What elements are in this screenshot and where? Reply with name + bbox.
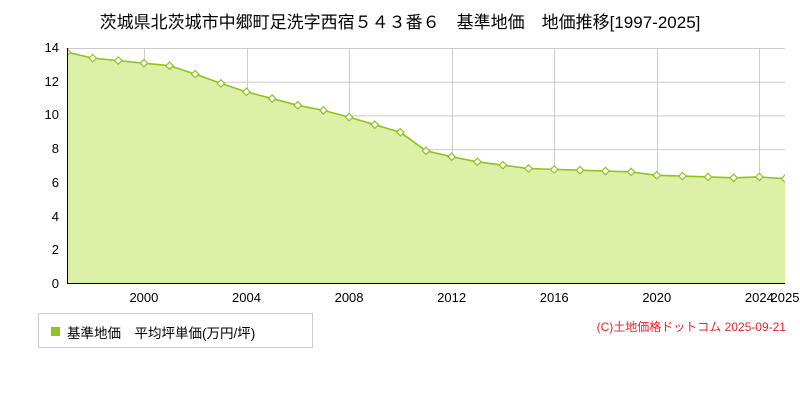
data-point-marker — [216, 78, 226, 88]
x-tick-label: 2000 — [129, 290, 159, 305]
series-area — [67, 52, 785, 284]
x-tick-label: 2012 — [437, 290, 467, 305]
x-tick-label: 2008 — [334, 290, 364, 305]
data-point-marker — [524, 164, 534, 174]
data-point-marker — [754, 172, 764, 182]
data-point-marker — [344, 112, 354, 122]
data-point-marker — [600, 166, 611, 176]
data-point-marker — [165, 61, 175, 71]
y-tick-label: 0 — [51, 276, 59, 291]
data-point-markers — [67, 48, 785, 184]
y-tick-label: 4 — [51, 208, 59, 224]
data-point-marker — [88, 53, 98, 63]
legend-color-swatch — [51, 327, 60, 336]
y-tick-label: 8 — [51, 141, 59, 157]
y-tick-label: 12 — [44, 73, 59, 89]
x-tick-label: 2016 — [539, 290, 569, 305]
chart-plot-svg — [67, 48, 785, 284]
x-tick-label: 2020 — [642, 290, 672, 305]
y-tick-label: 2 — [51, 242, 59, 258]
chart-legend: 基準地価 平均坪単価(万円/坪) — [38, 313, 313, 348]
y-tick-label: 6 — [51, 174, 59, 190]
data-point-marker — [652, 170, 662, 180]
x-tick-label: 2025 — [770, 290, 800, 305]
data-point-marker — [267, 94, 277, 104]
data-point-marker — [370, 120, 380, 130]
data-point-marker — [780, 174, 785, 184]
data-point-marker — [113, 56, 123, 66]
data-point-marker — [190, 69, 200, 79]
data-point-marker — [498, 160, 508, 170]
data-point-marker — [241, 87, 252, 97]
data-point-marker — [703, 172, 713, 182]
data-point-marker — [139, 58, 149, 68]
plot-area: 0 2 4 6 8 10 12 14 2000 2004 2008 2012 2016 2020 2024… — [45, 40, 800, 305]
data-point-marker — [626, 167, 636, 177]
y-tick-label: 14 — [44, 40, 59, 55]
data-point-marker — [549, 164, 559, 174]
area-series-fill — [67, 52, 785, 284]
data-point-marker — [395, 127, 405, 137]
data-point-marker — [729, 173, 739, 183]
legend-item-label: 基準地価 平均坪単価(万円/坪) — [67, 326, 256, 341]
data-point-marker — [421, 146, 431, 156]
data-point-marker — [575, 165, 585, 175]
x-tick-label: 2024 — [744, 290, 774, 305]
data-point-marker — [318, 105, 328, 115]
data-point-marker — [293, 100, 303, 110]
data-point-marker — [472, 157, 482, 167]
data-point-marker — [677, 171, 687, 181]
copyright-credit: (C)土地価格ドットコム 2025-09-21 — [596, 320, 786, 334]
y-tick-label: 10 — [44, 107, 59, 123]
x-tick-label: 2004 — [232, 290, 261, 305]
chart-title: 茨城県北茨城市中郷町足洗字西宿５４３番６ 基準地価 地価推移[1997-2025… — [99, 13, 701, 32]
data-point-marker — [447, 152, 457, 162]
